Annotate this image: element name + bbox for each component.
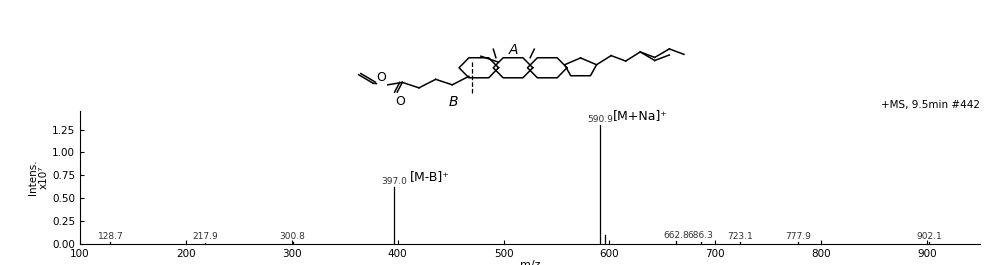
Y-axis label: Intens.
x10⁷: Intens. x10⁷ (28, 160, 49, 195)
Text: 397.0: 397.0 (382, 177, 407, 186)
Text: O: O (377, 70, 386, 83)
Text: 777.9: 777.9 (785, 232, 811, 241)
Text: 902.1: 902.1 (916, 232, 942, 241)
Text: 590.9: 590.9 (587, 115, 613, 124)
Text: O: O (395, 95, 405, 108)
Text: 217.9: 217.9 (192, 232, 218, 241)
Text: [M+Na]⁺: [M+Na]⁺ (612, 109, 667, 122)
Text: +MS, 9.5min #442: +MS, 9.5min #442 (881, 100, 980, 110)
Text: 662.8: 662.8 (663, 231, 689, 240)
Text: A: A (508, 43, 518, 58)
Text: [M-B]⁺: [M-B]⁺ (410, 170, 450, 183)
Text: B: B (449, 95, 458, 109)
Text: 723.1: 723.1 (727, 232, 753, 241)
Text: 686.3: 686.3 (688, 231, 714, 240)
Text: 300.8: 300.8 (280, 232, 306, 241)
Text: 128.7: 128.7 (98, 232, 123, 241)
X-axis label: m/z: m/z (520, 260, 540, 265)
